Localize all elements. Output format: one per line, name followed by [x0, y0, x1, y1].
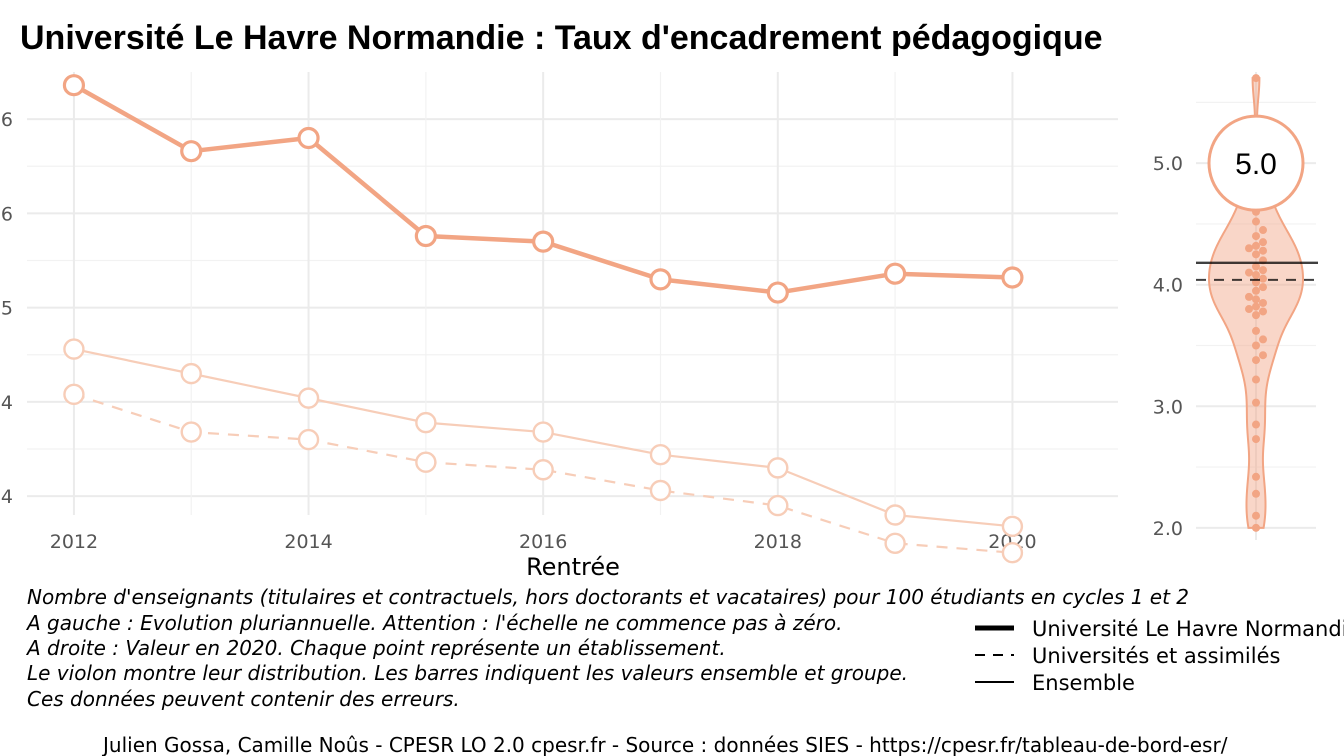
- series-point: [297, 387, 320, 409]
- violin-point: [1252, 262, 1260, 271]
- series-point: [414, 224, 437, 248]
- violin-point: [1252, 326, 1260, 335]
- series-point: [297, 126, 320, 150]
- x-tick-label: 2014: [284, 531, 332, 553]
- violin-point: [1245, 268, 1253, 277]
- legend-label-2: Universités et assimilés: [1032, 644, 1280, 668]
- caption: Nombre d'enseignants (titulaires et cont…: [25, 585, 1189, 711]
- violin-panel: 2.0 3.0 4.0 5.0 5.0: [1153, 72, 1318, 540]
- series-point: [1001, 266, 1024, 289]
- violin-point: [1252, 241, 1260, 250]
- violin-y-tick-label: 4.0: [1153, 275, 1183, 297]
- series-point: [649, 443, 672, 466]
- violin-point: [1259, 274, 1267, 283]
- value-badge: [1207, 114, 1305, 212]
- violin-point: [1252, 286, 1260, 295]
- x-tick-label: 2018: [754, 531, 802, 553]
- caption-line-5: Ces données peuvent contenir des erreurs…: [27, 687, 460, 711]
- violin-point: [1252, 302, 1260, 311]
- violin-point: [1259, 283, 1267, 292]
- violin-y-tick-label: 3.0: [1153, 396, 1183, 418]
- violin-point: [1252, 523, 1260, 532]
- violin-point: [1259, 226, 1267, 235]
- credit-line: Julien Gossa, Camille Noûs - CPESR LO 2.…: [101, 733, 1228, 756]
- violin-point: [1252, 511, 1260, 520]
- violin-point: [1259, 307, 1267, 316]
- violin-point: [1252, 250, 1260, 259]
- violin-point: [1252, 375, 1260, 384]
- series-point: [180, 140, 203, 163]
- series-point: [767, 457, 789, 479]
- series-point: [884, 504, 906, 526]
- violin-point: [1245, 292, 1253, 301]
- series-point: [767, 494, 789, 517]
- violin-point: [1259, 238, 1267, 247]
- series-point: [532, 230, 555, 253]
- violin-point: [1245, 244, 1253, 253]
- violin-point: [1252, 74, 1260, 83]
- legend-label-1: Université Le Havre Normandie: [1032, 617, 1344, 641]
- violin-point: [1252, 217, 1260, 226]
- violin-point: [1259, 266, 1267, 275]
- violin-point: [1252, 435, 1260, 444]
- violin-point: [1252, 356, 1260, 365]
- chart-title: Université Le Havre Normandie : Taux d'e…: [20, 19, 1103, 57]
- series-point: [766, 281, 789, 304]
- series-line: [73, 393, 1013, 554]
- violin-point: [1245, 305, 1253, 314]
- violin-y-tick-label: 2.0: [1153, 518, 1183, 540]
- series-point: [884, 532, 906, 554]
- series-point: [180, 362, 202, 385]
- y-tick-label: 6: [1, 203, 13, 225]
- series-point: [649, 268, 672, 291]
- series-point: [649, 479, 672, 502]
- y-tick-label: 5: [1, 298, 13, 320]
- series-point: [415, 451, 437, 473]
- violin-y-tick-label: 5.0: [1153, 153, 1183, 175]
- series-point: [297, 428, 320, 451]
- y-tick-label: 6: [1, 109, 13, 131]
- x-tick-label: 2012: [50, 531, 98, 553]
- series-point: [62, 74, 86, 97]
- series-point: [1001, 542, 1024, 564]
- violin-point: [1252, 295, 1260, 304]
- violin-point: [1259, 335, 1267, 344]
- caption-line-3: A droite : Valeur en 2020. Chaque point …: [25, 636, 726, 660]
- series-point: [532, 421, 554, 443]
- violin-point: [1252, 271, 1260, 280]
- violin-point: [1252, 489, 1260, 498]
- caption-line-2: A gauche : Evolution pluriannuelle. Atte…: [25, 611, 843, 635]
- x-tick-label: 2020: [988, 531, 1036, 553]
- series-point: [63, 338, 85, 360]
- line-panel: 6 6 5 4 4 2012 2014 2016 2018 2020: [1, 72, 1118, 564]
- caption-line-4: Le violon montre leur distribution. Les …: [27, 661, 908, 685]
- violin-point: [1259, 351, 1267, 360]
- violin-point: [1259, 298, 1267, 307]
- legend-label-3: Ensemble: [1032, 671, 1135, 695]
- caption-line-1: Nombre d'enseignants (titulaires et cont…: [27, 585, 1189, 609]
- series-point: [63, 383, 85, 406]
- violin-point: [1252, 472, 1260, 481]
- legend: Université Le Havre Normandie Université…: [975, 617, 1344, 695]
- series-point: [532, 459, 554, 481]
- series-point: [180, 421, 202, 443]
- y-tick-label: 4: [1, 392, 13, 414]
- series-point: [884, 262, 907, 285]
- violin-point: [1252, 341, 1260, 350]
- series-point: [415, 411, 437, 434]
- x-axis-label: Rentrée: [526, 553, 620, 581]
- x-tick-label: 2016: [519, 531, 567, 553]
- y-tick-label: 4: [1, 486, 13, 508]
- series-point: [1001, 515, 1024, 538]
- violin-point: [1252, 420, 1260, 429]
- value-badge-label: 5.0: [1235, 148, 1277, 181]
- violin-point: [1252, 311, 1260, 320]
- violin-point: [1252, 232, 1260, 241]
- violin-point: [1259, 246, 1267, 255]
- violin-point: [1252, 398, 1260, 407]
